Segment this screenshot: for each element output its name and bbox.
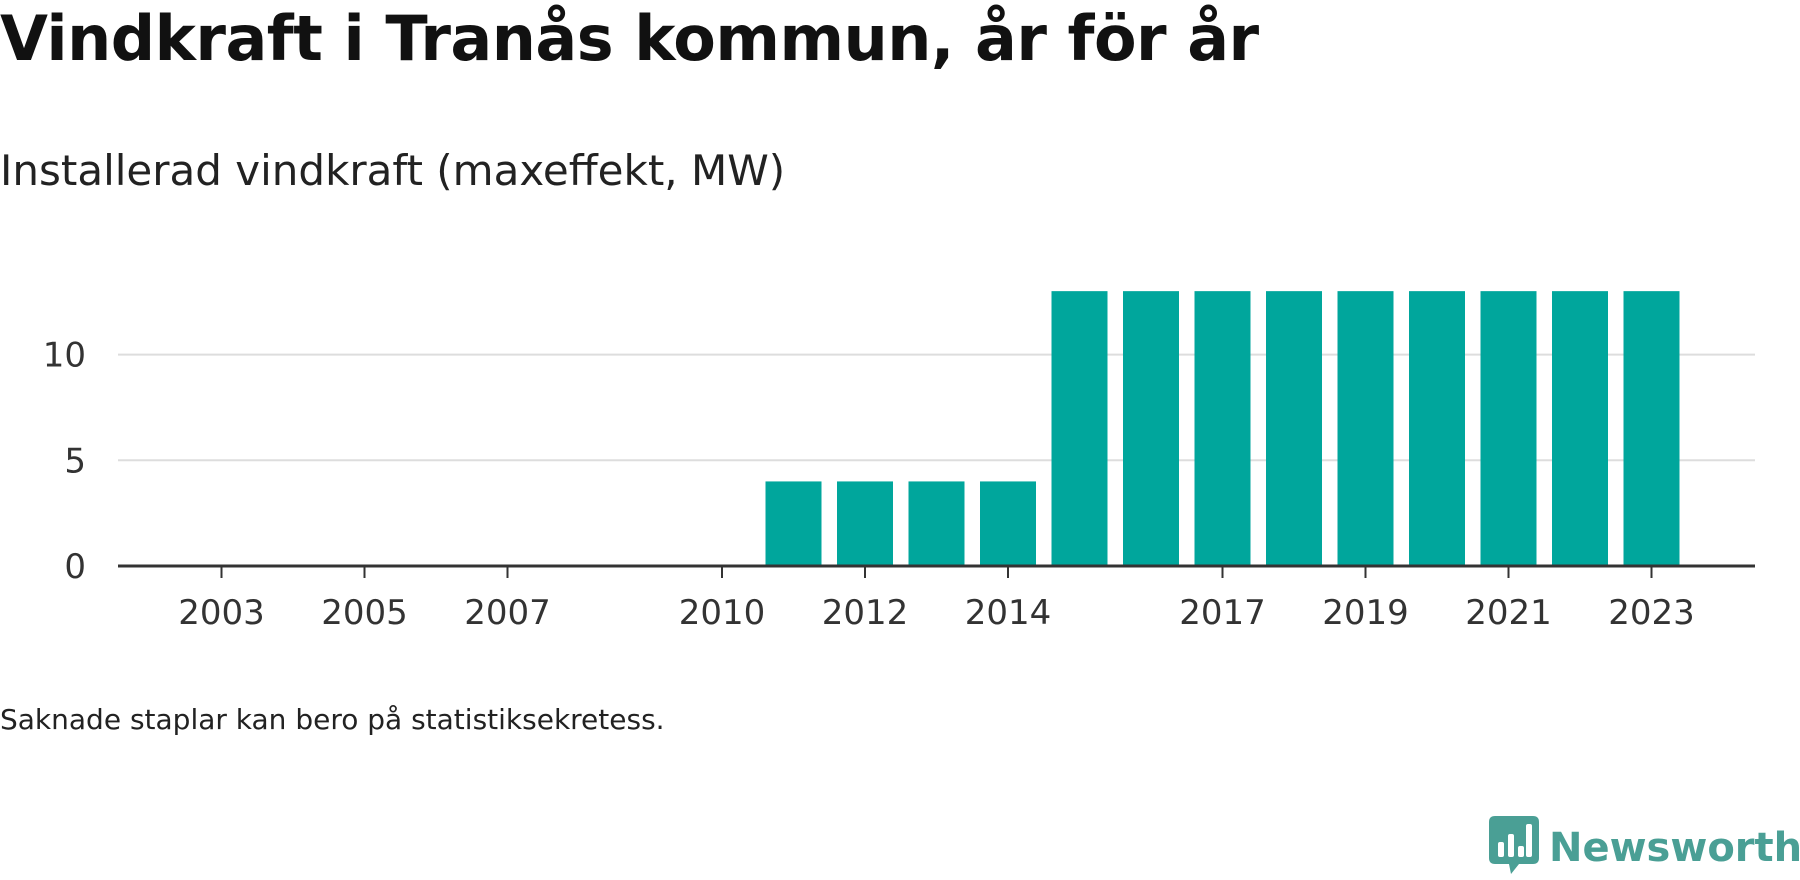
bar-2014 xyxy=(980,481,1036,566)
footnote: Saknade staplar kan bero på statistiksek… xyxy=(0,703,665,736)
bar-chart: 0 5 10 2003 2005 2007 2010 2012 2014 2017 2019 2021… xyxy=(43,291,1755,633)
bar-2012 xyxy=(837,481,893,566)
x-tick-label: 2005 xyxy=(321,593,408,633)
bar-2018 xyxy=(1266,291,1322,566)
brand-logo: Newsworthy xyxy=(1489,816,1800,880)
y-tick-label: 0 xyxy=(64,547,86,587)
chart-title: Vindkraft i Tranås kommun, år för år xyxy=(0,2,1259,75)
x-tick-label: 2021 xyxy=(1465,593,1552,633)
bar-2022 xyxy=(1552,291,1608,566)
bar-2013 xyxy=(908,481,965,566)
x-tick-label: 2017 xyxy=(1179,593,1266,633)
y-tick-label: 5 xyxy=(64,441,86,481)
bar-2020 xyxy=(1409,291,1465,566)
bar-2011 xyxy=(765,481,822,566)
bar-2016 xyxy=(1123,291,1179,566)
x-tick-label: 2003 xyxy=(178,593,265,633)
bars xyxy=(765,291,1680,566)
bar-2021 xyxy=(1480,291,1537,566)
bar-2015 xyxy=(1051,291,1108,566)
x-tick-label: 2012 xyxy=(822,593,909,633)
x-tick-label: 2007 xyxy=(464,593,551,633)
newsworthy-logo-icon xyxy=(1489,816,1539,880)
brand-name: Newsworthy xyxy=(1549,825,1800,871)
x-tick-label: 2019 xyxy=(1322,593,1409,633)
y-tick-label: 10 xyxy=(43,336,86,376)
bar-2023 xyxy=(1623,291,1680,566)
bar-2017 xyxy=(1194,291,1251,566)
bar-2019 xyxy=(1337,291,1394,566)
axes: 0 5 10 2003 2005 2007 2010 2012 2014 2017 2019 2021… xyxy=(43,336,1755,633)
x-tick-label: 2014 xyxy=(965,593,1052,633)
chart-subtitle: Installerad vindkraft (maxeffekt, MW) xyxy=(0,146,786,195)
x-tick-label: 2023 xyxy=(1608,593,1695,633)
x-tick-label: 2010 xyxy=(679,593,766,633)
